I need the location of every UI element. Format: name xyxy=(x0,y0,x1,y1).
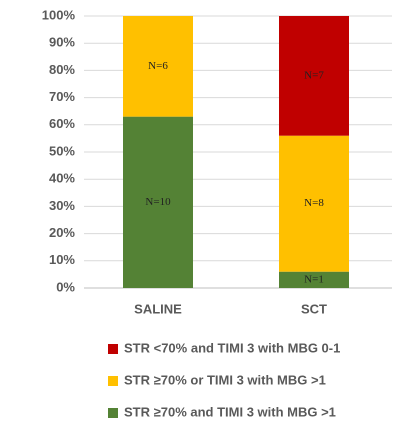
legend-label: STR <70% and TIMI 3 with MBG 0-1 xyxy=(124,340,340,355)
bar-segment xyxy=(279,16,349,136)
y-tick-label: 70% xyxy=(49,89,75,104)
y-tick-label: 100% xyxy=(42,7,76,22)
x-tick-label: SCT xyxy=(301,301,327,316)
data-label: N=8 xyxy=(304,197,324,209)
bar-segment xyxy=(123,116,193,288)
legend-label: STR ≥70% and TIMI 3 with MBG >1 xyxy=(124,404,336,419)
y-tick-label: 80% xyxy=(49,62,75,77)
data-label: N=10 xyxy=(145,196,171,208)
data-label: N=7 xyxy=(304,69,324,81)
data-label: N=6 xyxy=(148,60,168,72)
y-tick-label: 10% xyxy=(49,252,75,267)
legend-swatch xyxy=(108,408,118,418)
legend-label: STR ≥70% or TIMI 3 with MBG >1 xyxy=(124,372,326,387)
y-tick-label: 20% xyxy=(49,225,75,240)
legend-swatch xyxy=(108,344,118,354)
bar-segment xyxy=(279,271,349,288)
data-label: N=1 xyxy=(304,273,324,285)
y-tick-label: 30% xyxy=(49,198,75,213)
x-tick-label: SALINE xyxy=(134,301,182,316)
y-tick-label: 40% xyxy=(49,171,75,186)
y-tick-label: 0% xyxy=(56,279,75,294)
bar-segment xyxy=(279,135,349,272)
bar-segment xyxy=(123,16,193,117)
legend-swatch xyxy=(108,376,118,386)
y-tick-label: 50% xyxy=(49,143,75,158)
y-tick-label: 60% xyxy=(49,116,75,131)
y-tick-label: 90% xyxy=(49,35,75,50)
